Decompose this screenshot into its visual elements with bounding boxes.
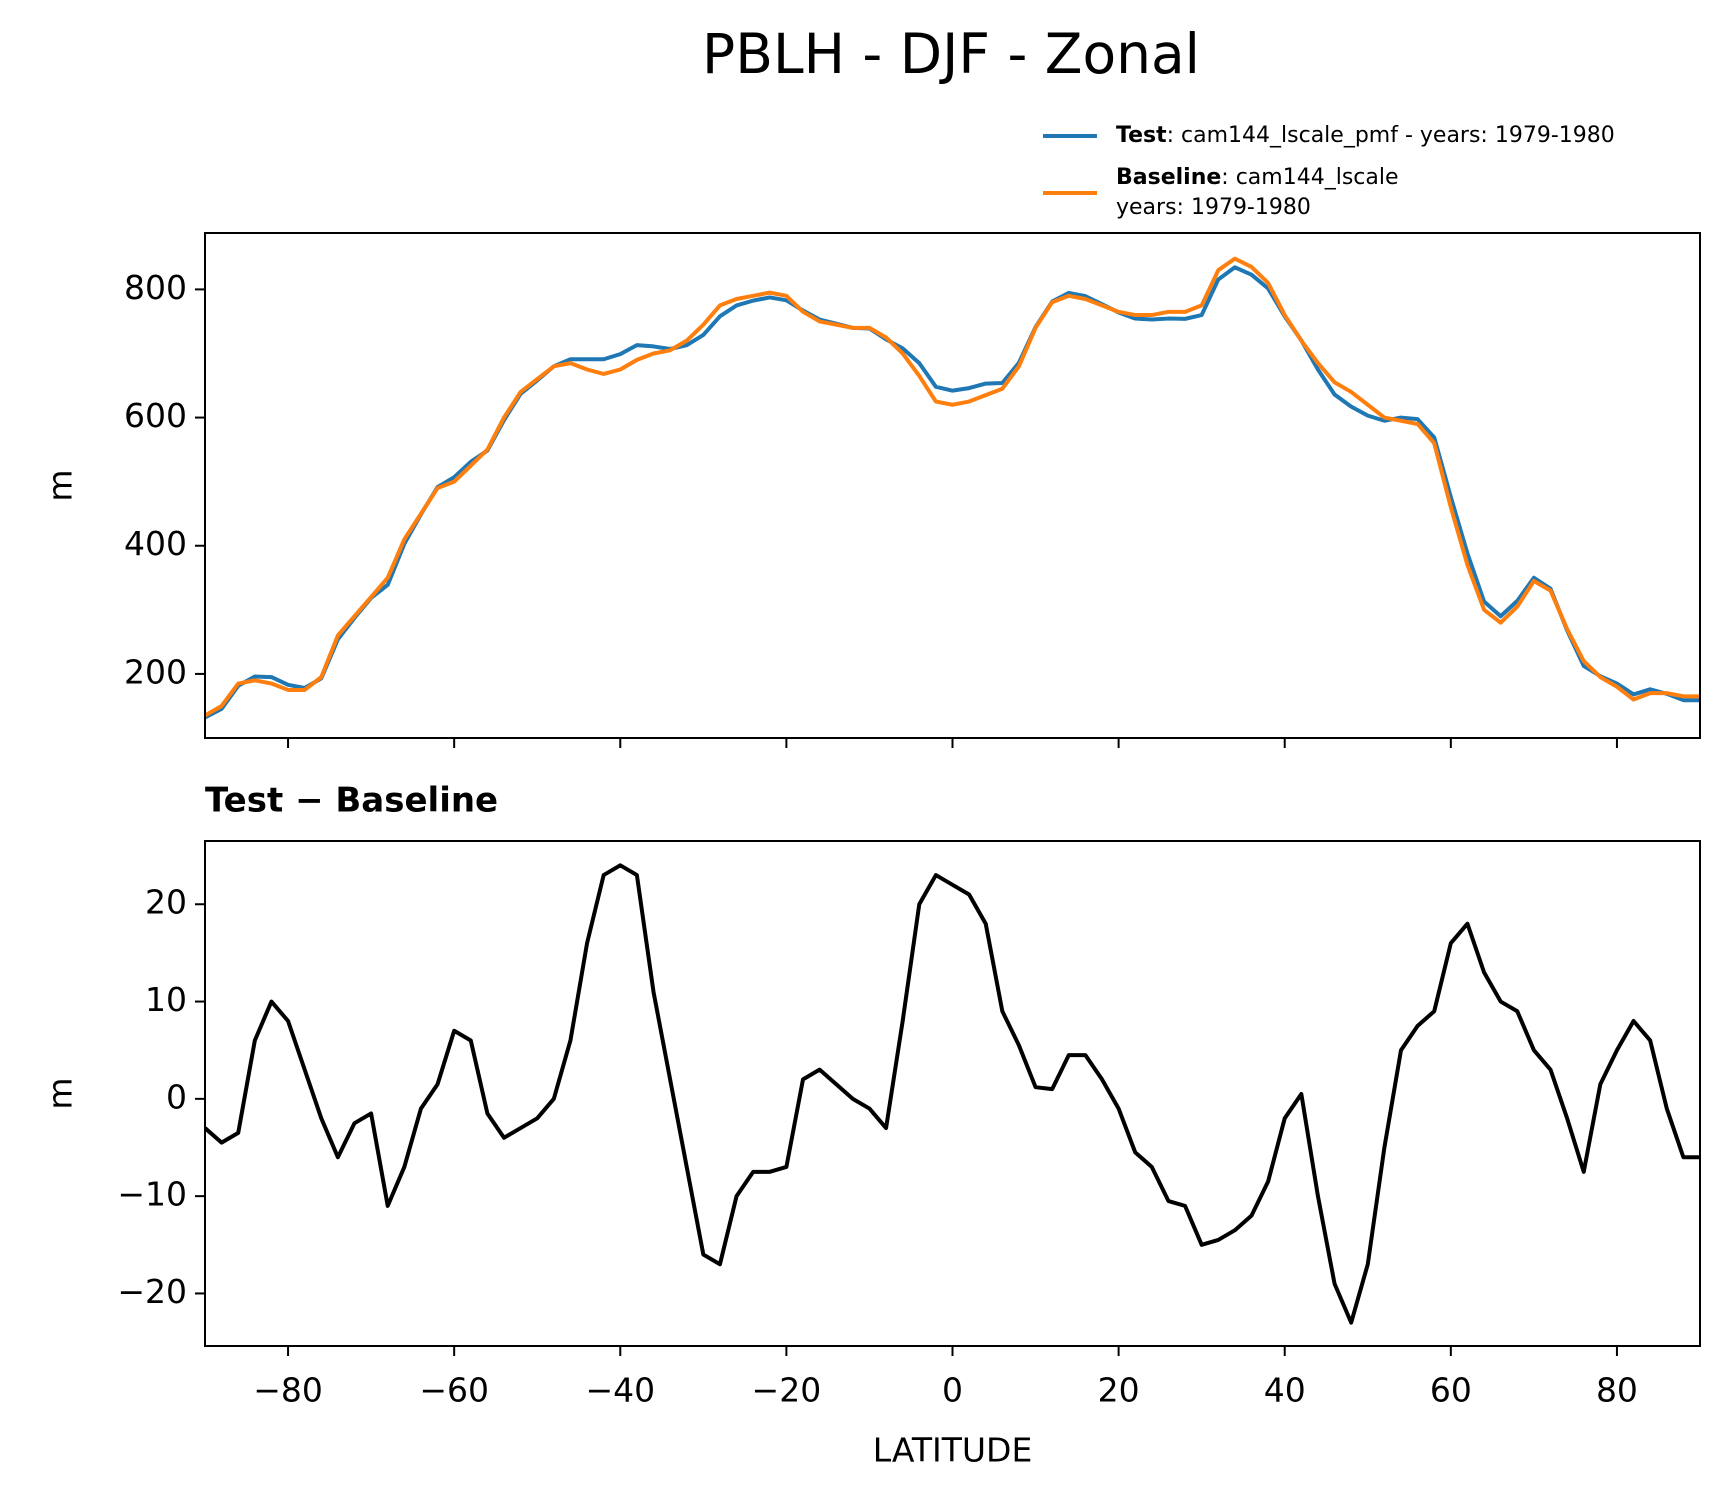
x-tick-label: −20: [752, 1371, 822, 1410]
x-tick-label: 60: [1430, 1371, 1472, 1410]
x-tick-label: 20: [1098, 1371, 1140, 1410]
figure-title: PBLH - DJF - Zonal: [702, 22, 1200, 86]
plot-frame: [204, 232, 1701, 739]
legend-label: Baseline: cam144_lscale: [1116, 165, 1399, 190]
x-axis-label: LATITUDE: [873, 1431, 1033, 1470]
legend-text: : cam144_lscale_pmf - years: 1979-1980: [1167, 123, 1615, 148]
y-tick-label: −10: [117, 1175, 187, 1214]
x-tick-label: 0: [942, 1371, 963, 1410]
y-tick-label: 400: [124, 524, 187, 563]
y-tick-label: 0: [166, 1077, 187, 1116]
legend-name: Baseline: [1116, 165, 1221, 190]
legend-text: : cam144_lscale: [1221, 165, 1398, 190]
y-tick-label: 200: [124, 652, 187, 691]
y-tick-label: 20: [145, 883, 187, 922]
plot-frame: [204, 840, 1701, 1347]
legend-label: years: 1979-1980: [1116, 195, 1311, 220]
y-tick-label: 600: [124, 396, 187, 435]
data-line: [205, 863, 1700, 1325]
data-line: [205, 265, 1700, 720]
data-line: [205, 256, 1700, 718]
x-tick-label: 40: [1264, 1371, 1306, 1410]
legend-name: Test: [1116, 123, 1167, 148]
x-tick-label: −40: [585, 1371, 655, 1410]
y-tick-label: −20: [117, 1272, 187, 1311]
y-axis-label: m: [41, 469, 80, 501]
x-tick-label: 80: [1596, 1371, 1638, 1410]
y-tick-label: 800: [124, 268, 187, 307]
panel-title: Test − Baseline: [205, 781, 498, 821]
y-tick-label: 10: [145, 980, 187, 1019]
legend-label: Test: cam144_lscale_pmf - years: 1979-19…: [1116, 123, 1615, 148]
x-tick-label: −80: [253, 1371, 323, 1410]
x-tick-label: −60: [419, 1371, 489, 1410]
y-axis-label: m: [41, 1077, 80, 1109]
